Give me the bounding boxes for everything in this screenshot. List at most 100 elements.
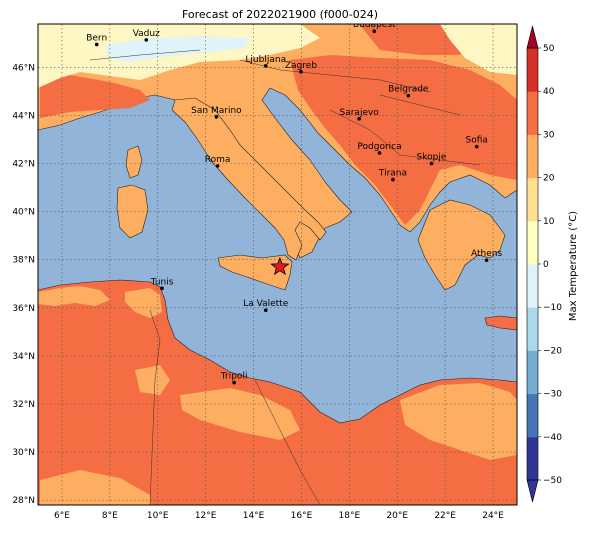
- city-dot: [232, 380, 236, 385]
- warm-patch-hungary: [360, 25, 470, 55]
- city-label: Belgrade: [388, 85, 429, 95]
- city-label: San Marino: [191, 106, 242, 116]
- mild-region-north: [38, 24, 320, 88]
- city-dot: [377, 151, 382, 155]
- city-dot: [372, 29, 377, 34]
- city-label: Athens: [471, 249, 502, 259]
- lat-tick-label: 34°N: [12, 352, 35, 362]
- event-star-marker: [270, 256, 290, 276]
- colorbar-band: [527, 134, 538, 179]
- map-title: Forecast of 2022021900 (f000-024): [182, 8, 378, 21]
- city-label: Tirana: [378, 169, 407, 179]
- country-borders: [89, 49, 481, 505]
- city-label: Ljubljana: [245, 55, 286, 65]
- city-label: Podgorica: [357, 142, 401, 152]
- colorbar-tick-label: −10: [543, 303, 562, 313]
- map-frame: [37, 23, 518, 506]
- star-shape: [270, 256, 290, 276]
- colorbar-band: [527, 393, 538, 438]
- colorbar-band: [527, 307, 538, 351]
- colorbar-tick-label: −50: [543, 476, 562, 486]
- city-label: Vaduz: [133, 29, 160, 39]
- warm-patch-south: [40, 470, 150, 505]
- colorbar-extend-max: [526, 25, 539, 49]
- city-dot: [484, 258, 489, 262]
- city-label: Tripoli: [220, 372, 248, 382]
- lon-tick-label: 22°E: [434, 511, 456, 521]
- city-label: La Valette: [243, 299, 288, 309]
- city-dot: [299, 70, 303, 74]
- warm-patch-tunisia: [38, 286, 110, 306]
- colorbar-label: Max Temperature (°C): [568, 211, 579, 321]
- lon-tick-label: 12°E: [195, 511, 217, 521]
- colorbar-tick-label: −20: [543, 346, 562, 356]
- mild-region-east: [440, 24, 517, 75]
- lat-tick-label: 46°N: [12, 63, 35, 73]
- latitude-labels: 46°N 44°N 42°N 40°N 38°N 36°N 34°N 32°N 30°N 28°N: [12, 63, 35, 506]
- lat-tick-label: 32°N: [12, 400, 35, 410]
- city-dot: [474, 144, 479, 149]
- gridlines: [38, 24, 517, 505]
- lon-tick-label: 6°E: [54, 511, 70, 521]
- colorbar-tick-label: 10: [543, 217, 555, 227]
- city-label: Skopje: [417, 152, 447, 162]
- colorbar-tick-label: 0: [543, 260, 549, 270]
- colorbar-tick-label: 20: [543, 174, 555, 184]
- warm-patch-libya: [400, 383, 517, 460]
- colorbar: 50 40 30 20 10 0 −10 −20 −30 −40 −50: [526, 25, 562, 503]
- colorbar-tick-label: −40: [543, 433, 562, 443]
- warm-patch-desert: [180, 388, 300, 440]
- colorbar-band: [527, 48, 538, 92]
- city-dot: [263, 308, 268, 312]
- land-crete: [484, 315, 517, 331]
- lat-tick-label: 42°N: [12, 159, 35, 169]
- cold-patch-alps: [105, 36, 250, 62]
- city-dot: [357, 116, 361, 121]
- warm-patch-alps: [40, 75, 150, 118]
- warm-patch-inland: [135, 365, 170, 395]
- city-label: Sarajevo: [340, 108, 380, 118]
- colorbar-tick-label: 50: [543, 44, 555, 54]
- lon-tick-label: 8°E: [102, 511, 118, 521]
- land-corsica: [125, 145, 143, 179]
- longitude-labels: 6°E 8°E 10°E 12°E 14°E 16°E 18°E 20°E 22°E 24°E: [54, 511, 504, 521]
- city-label: Tunis: [150, 277, 174, 287]
- warm-patch-coast: [125, 288, 162, 318]
- colorbar-tick-label: 30: [543, 130, 555, 140]
- lon-tick-label: 20°E: [386, 511, 408, 521]
- colorbar-tick-label: 40: [543, 87, 555, 97]
- city-dot: [160, 286, 164, 291]
- lon-tick-label: 14°E: [243, 511, 265, 521]
- land-greece: [417, 199, 506, 291]
- colorbar-extend-min: [526, 479, 539, 503]
- city-dot: [429, 161, 434, 166]
- land-sardinia: [116, 184, 149, 239]
- lat-tick-label: 38°N: [12, 256, 35, 266]
- city-dot: [215, 164, 220, 168]
- city-label: Bern: [86, 33, 107, 43]
- city-label: Budapest: [353, 20, 396, 30]
- colorbar-band: [527, 220, 538, 265]
- city-dot: [214, 115, 219, 119]
- city-label: Zagreb: [285, 61, 317, 71]
- lat-tick-label: 40°N: [12, 208, 35, 218]
- warm-patch-balkans: [290, 55, 517, 225]
- lon-tick-label: 10°E: [147, 511, 169, 521]
- lat-tick-label: 44°N: [12, 111, 35, 121]
- city-dot: [94, 42, 99, 47]
- lat-tick-label: 36°N: [12, 304, 35, 314]
- lon-tick-label: 24°E: [482, 511, 504, 521]
- lat-tick-label: 30°N: [12, 448, 35, 458]
- colorbar-band: [527, 177, 538, 222]
- land-italy: [171, 97, 327, 261]
- colorbar-tick-label: −30: [543, 390, 562, 400]
- city-dot: [406, 93, 411, 98]
- city-label: Roma: [205, 155, 231, 165]
- lat-tick-label: 28°N: [12, 496, 35, 506]
- colorbar-band: [527, 264, 538, 308]
- city-label: Sofia: [466, 136, 488, 146]
- city-dot: [391, 177, 395, 182]
